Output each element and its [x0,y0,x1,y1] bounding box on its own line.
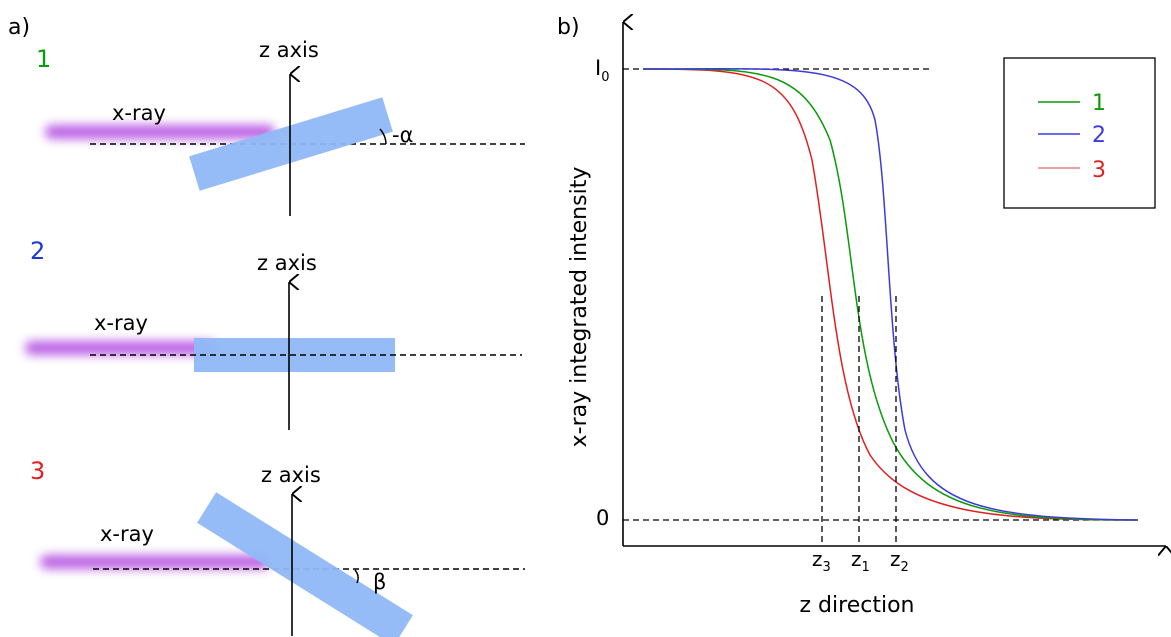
angle-arc-alpha [379,128,387,145]
z-axis-label-3: z axis [261,463,321,487]
z-axis-label-1: z axis [259,38,319,62]
panel-a-label: a) [8,15,30,40]
xray-label-3: x-ray [100,522,154,546]
case-3-number: 3 [30,457,45,485]
xray-label-1: x-ray [112,101,166,125]
x-axis-title: z direction [800,593,915,618]
case-2-number: 2 [30,237,45,265]
case-2: 2 x-ray z axis [25,237,522,430]
xray-beam-1 [45,125,275,139]
sample-1 [189,97,393,191]
angle-arc-beta [354,569,359,584]
case-1-number: 1 [36,45,51,73]
xray-beam-3 [40,555,270,569]
panel-a: a) 1 x-ray z axis -α 2 x-ray z axis 3 [8,15,525,637]
legend-label-1: 1 [1092,91,1106,116]
y-axis-title: x-ray integrated intensity [567,167,592,448]
z-axis-label-2: z axis [257,251,317,275]
case-1: 1 x-ray z axis -α [36,38,525,216]
sample-3 [197,492,413,637]
legend-box [1003,57,1156,209]
case-3: 3 x-ray z axis β [30,457,525,637]
legend-label-3: 3 [1092,158,1106,183]
y-top-label: I0 [595,56,609,85]
z1-label: z1 [851,547,870,575]
panel-b: b) I0 0 x-ray integrated intensity z dir… [557,15,1166,618]
angle-label-alpha: -α [392,123,413,147]
z3-label: z3 [812,547,831,575]
angle-label-beta: β [373,570,386,594]
xray-beam-2 [25,341,215,355]
legend: 1 2 3 [1003,57,1156,209]
curve-3 [642,68,1137,521]
legend-label-2: 2 [1092,123,1106,148]
curve-2 [642,67,1137,521]
curve-1 [642,68,1137,521]
xray-label-2: x-ray [94,311,148,335]
y-zero-label: 0 [596,506,609,530]
z2-label: z2 [890,547,909,575]
panel-b-label: b) [557,15,580,40]
